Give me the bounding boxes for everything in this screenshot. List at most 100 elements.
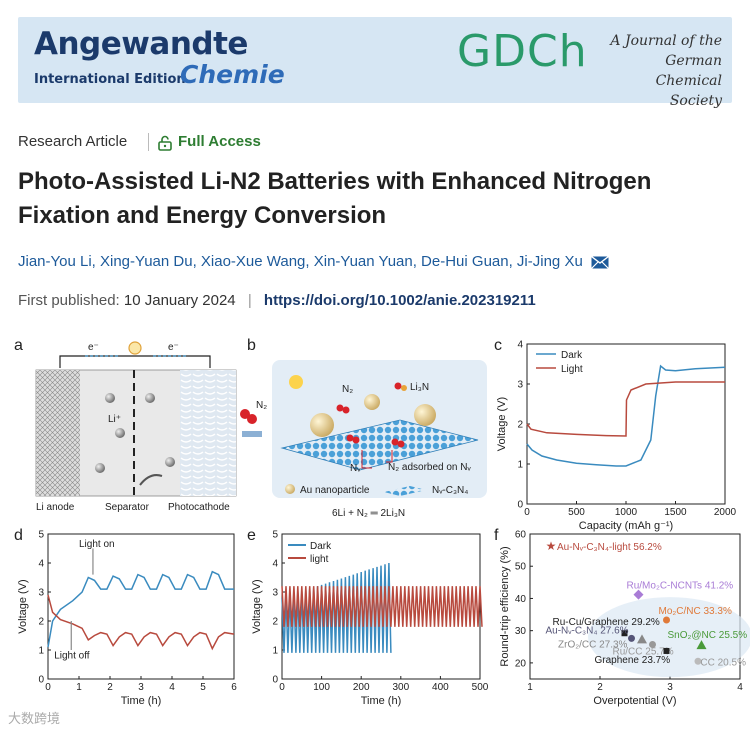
point-marker	[628, 634, 635, 642]
li3n-label: Li₃N	[410, 382, 429, 393]
y-axis-label: Voltage (V)	[17, 579, 29, 633]
article-figure: a e⁻ e⁻ Li⁺ N₂ Li anode Separator Photoc…	[14, 337, 750, 707]
y-axis-label: Voltage (V)	[251, 579, 263, 633]
panel-e-chart: e 0 100 200 300 400 500 0 1 2 3 4 5 Time (h) Voltage …	[247, 527, 489, 707]
unlocked-icon	[158, 135, 172, 151]
panel-b: b N₂ Li₃N Nᵥ N₂ adsorbed on Nᵥ Au nanopa…	[247, 337, 487, 519]
x-tick-label: 0	[45, 682, 51, 693]
electron-left: e⁻	[88, 342, 99, 353]
x-tick-label: 1	[76, 682, 82, 693]
x-tick-label: 6	[231, 682, 237, 693]
y-tick-label: 1	[38, 646, 44, 657]
reaction-equation: 6Li + N₂ ═ 2Li₃N	[332, 508, 405, 519]
series-line-light	[281, 586, 483, 627]
y-axis-label: Round-trip efficiency (%)	[499, 546, 511, 666]
authors-text[interactable]: Jian-You Li, Xing-Yuan Du, Xiao-Xue Wang…	[18, 253, 583, 270]
y-tick-label: 20	[515, 658, 527, 669]
legend-au-swatch	[285, 484, 295, 494]
first-published-date: 10 January 2024	[123, 292, 236, 309]
point-marker	[637, 634, 647, 644]
point-label: Ru/CC 25.7%	[613, 647, 674, 658]
journal-banner[interactable]	[18, 17, 732, 103]
legend-label: Light	[561, 364, 583, 375]
point-label: ZrO₂/CC 27.3%	[558, 639, 628, 650]
point-marker	[696, 640, 707, 650]
bulb-icon	[128, 341, 142, 355]
journal-edition: International Edition	[34, 72, 186, 87]
point-marker	[663, 616, 670, 624]
x-tick-label: 2	[107, 682, 113, 693]
article-title: Photo-Assisted Li-N2 Batteries with Enha…	[18, 168, 652, 229]
li-anode	[36, 370, 80, 496]
panel-a-label: a	[14, 337, 23, 354]
tagline-line-3: Chemical Society	[655, 73, 722, 109]
y-tick-label: 4	[272, 559, 278, 570]
tagline-line-2: German	[665, 53, 722, 69]
divider	[148, 133, 149, 151]
x-tick-label: 3	[667, 682, 673, 693]
x-tick-label: 1	[527, 682, 533, 693]
panel-c-label: c	[494, 337, 502, 354]
x-tick-label: 0	[279, 682, 285, 693]
n2-label-a: N₂	[256, 400, 267, 411]
point-marker	[633, 589, 644, 600]
annotation-light-off: Light off	[54, 651, 90, 662]
photocathode	[180, 370, 236, 496]
series-line-light	[526, 381, 725, 437]
y-tick-label: 0	[272, 675, 278, 686]
y-tick-label: 1	[517, 460, 523, 471]
x-axis-label: Capacity (mAh g⁻¹)	[579, 520, 673, 532]
pipe-separator: |	[247, 292, 252, 309]
point-label: Mo₂C/NC 33.3%	[659, 606, 732, 617]
panel-d-label: d	[14, 527, 23, 544]
panel-e-label: e	[247, 527, 256, 544]
mail-icon[interactable]	[591, 255, 609, 269]
point-label: Ru-Cu/Graphene 29.2%	[553, 617, 660, 628]
doi-link[interactable]: https://doi.org/10.1002/anie.202319211	[263, 292, 536, 309]
journal-name: Angewandte	[34, 26, 248, 62]
c3n4-lattice	[280, 419, 479, 471]
panel-f-label: f	[494, 527, 499, 544]
legend-label: Dark	[310, 541, 332, 552]
y-tick-label: 50	[515, 562, 527, 573]
panel-a: a e⁻ e⁻ Li⁺ N₂ Li anode Separator Photoc…	[14, 337, 267, 513]
n2-label-b: N₂	[342, 384, 353, 395]
x-tick-label: 500	[568, 507, 585, 518]
point-marker: ★	[546, 539, 557, 553]
legend-label: Dark	[561, 350, 583, 361]
x-tick-label: 2	[597, 682, 603, 693]
y-tick-label: 30	[515, 626, 527, 637]
y-tick-label: 3	[517, 380, 523, 391]
watermark: 大数跨境	[8, 711, 61, 726]
x-tick-label: 1000	[615, 507, 638, 518]
caption-photocathode: Photocathode	[168, 502, 230, 513]
y-tick-label: 3	[272, 588, 278, 599]
panel-d-chart: d 0 1 2 3 4 5 6 0 1 2 3 4 5 Time (h) Voltage (V) Light …	[14, 527, 237, 707]
sun-icon	[289, 375, 303, 389]
x-tick-label: 500	[472, 682, 489, 693]
y-tick-label: 5	[38, 530, 44, 541]
point-marker	[621, 630, 628, 637]
legend-label: light	[310, 554, 329, 565]
gdch-logo[interactable]: GDCh	[457, 26, 588, 77]
x-tick-label: 400	[432, 682, 449, 693]
y-tick-label: 2	[272, 617, 278, 628]
panel-c-chart: c 0 500 1000 1500 2000 0 1 2 3 4 Capacity (mAh g⁻¹…	[494, 337, 737, 532]
point-label: Ru/Mo₂C-NCNTs 41.2%	[627, 581, 734, 592]
x-tick-label: 5	[200, 682, 206, 693]
point-marker	[694, 657, 702, 665]
article-type: Research Article	[18, 133, 128, 150]
annotation-light-on: Light on	[79, 539, 115, 550]
y-tick-label: 1	[272, 646, 278, 657]
y-tick-label: 0	[38, 675, 44, 686]
y-tick-label: 5	[272, 530, 278, 541]
point-label: Graphene 23.7%	[595, 655, 671, 666]
x-axis-label: Time (h)	[121, 695, 162, 707]
y-axis-label: Voltage (V)	[496, 397, 508, 451]
tagline-line-1: A Journal of the	[610, 33, 722, 49]
x-tick-label: 1500	[664, 507, 687, 518]
y-tick-label: 0	[517, 500, 523, 511]
x-axis-label: Overpotential (V)	[593, 695, 676, 707]
access-badge[interactable]: Full Access	[178, 133, 261, 150]
point-label: SnO₂@NC 25.5%	[668, 630, 748, 641]
